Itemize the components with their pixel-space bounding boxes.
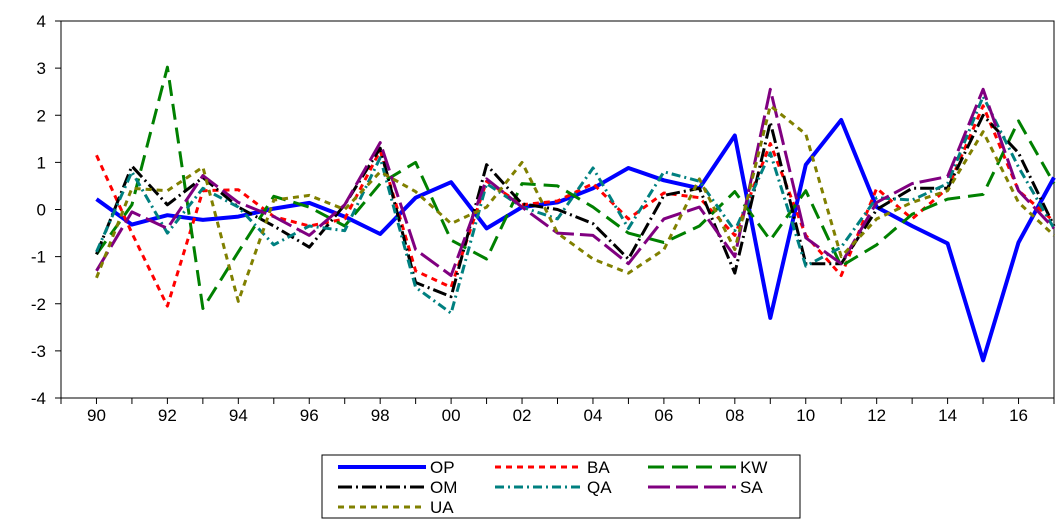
y-tick-label: -4: [31, 389, 46, 408]
legend-label-ua: UA: [430, 498, 454, 517]
x-axis: 90 92 94 96 98 00 02 04 06 08 10 12 14 16: [60, 398, 1055, 425]
y-axis: 4 3 2 1 0 -1 -2 -3 -4: [31, 12, 61, 408]
x-tick-label: 04: [584, 406, 603, 425]
x-tick-label: 06: [654, 406, 673, 425]
x-tick-label: 90: [87, 406, 106, 425]
legend-label-qa: QA: [587, 478, 612, 497]
series-line-qa: [95, 94, 1056, 315]
series-line-om: [95, 113, 1056, 299]
series-lines: [95, 65, 1056, 363]
series-line-sa: [95, 87, 1056, 277]
x-tick-label: 12: [867, 406, 886, 425]
x-tick-label: 14: [938, 406, 957, 425]
series-line-ba: [95, 104, 1055, 308]
x-tick-label: 98: [371, 406, 390, 425]
legend: OP BA KW OM QA SA UA: [321, 454, 801, 519]
x-tick-label: 94: [229, 406, 248, 425]
legend-label-op: OP: [430, 458, 455, 477]
x-tick-label: 08: [725, 406, 744, 425]
legend-label-kw: KW: [740, 458, 767, 477]
y-tick-label: 2: [37, 106, 46, 125]
legend-label-ba: BA: [587, 458, 610, 477]
y-tick-label: -3: [31, 342, 46, 361]
x-tick-label: 96: [300, 406, 319, 425]
y-tick-label: -1: [31, 248, 46, 267]
y-tick-label: -2: [31, 295, 46, 314]
series-line-kw: [95, 65, 1056, 310]
x-tick-label: 92: [158, 406, 177, 425]
y-tick-label: 1: [37, 153, 46, 172]
y-tick-label: 4: [37, 12, 46, 31]
x-tick-label: 16: [1009, 406, 1028, 425]
series-line-op: [95, 118, 1056, 363]
x-tick-label: 10: [796, 406, 815, 425]
y-tick-label: 3: [37, 59, 46, 78]
x-tick-label: 00: [442, 406, 461, 425]
legend-label-sa: SA: [740, 478, 763, 497]
legend-label-om: OM: [430, 478, 457, 497]
x-tick-label: 02: [513, 406, 532, 425]
series-line-ua: [95, 104, 1056, 303]
y-tick-label: 0: [37, 201, 46, 220]
